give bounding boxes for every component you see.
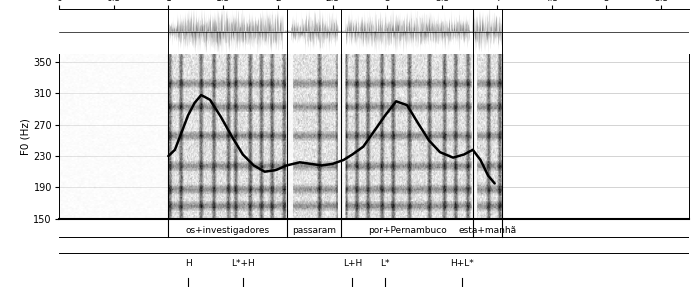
Text: H+L*: H+L* xyxy=(450,259,474,268)
Text: esta+manhã: esta+manhã xyxy=(459,226,517,235)
Text: passaram: passaram xyxy=(292,226,336,235)
Y-axis label: F0 (Hz): F0 (Hz) xyxy=(21,118,30,155)
Text: L*+H: L*+H xyxy=(231,259,255,268)
Text: H: H xyxy=(185,259,192,268)
Text: por+Pernambuco: por+Pernambuco xyxy=(367,226,446,235)
Text: L*: L* xyxy=(381,259,390,268)
Text: L+H: L+H xyxy=(343,259,362,268)
Text: os+investigadores: os+investigadores xyxy=(185,226,270,235)
